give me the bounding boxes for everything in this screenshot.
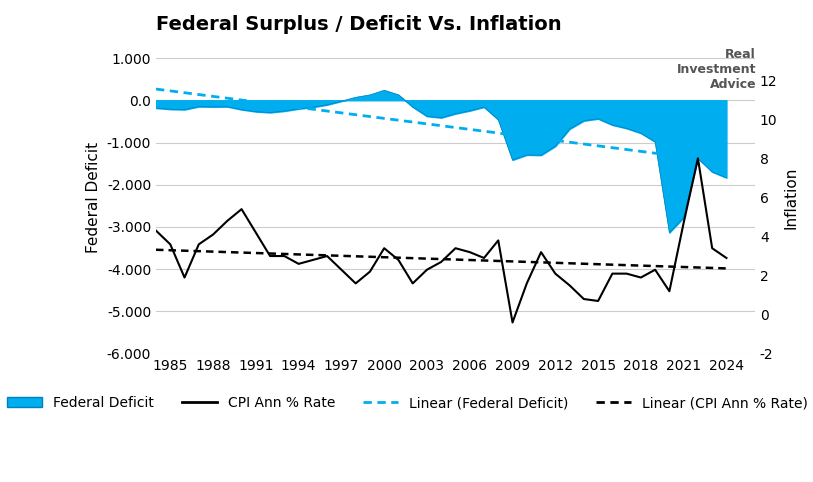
Legend: Federal Deficit, CPI Ann % Rate, Linear (Federal Deficit), Linear (CPI Ann % Rat: Federal Deficit, CPI Ann % Rate, Linear …: [2, 390, 813, 415]
Y-axis label: Federal Deficit: Federal Deficit: [86, 142, 101, 253]
Text: Federal Surplus / Deficit Vs. Inflation: Federal Surplus / Deficit Vs. Inflation: [156, 15, 562, 34]
Y-axis label: Inflation: Inflation: [783, 166, 798, 228]
Text: Real
Investment
Advice: Real Investment Advice: [676, 48, 756, 91]
